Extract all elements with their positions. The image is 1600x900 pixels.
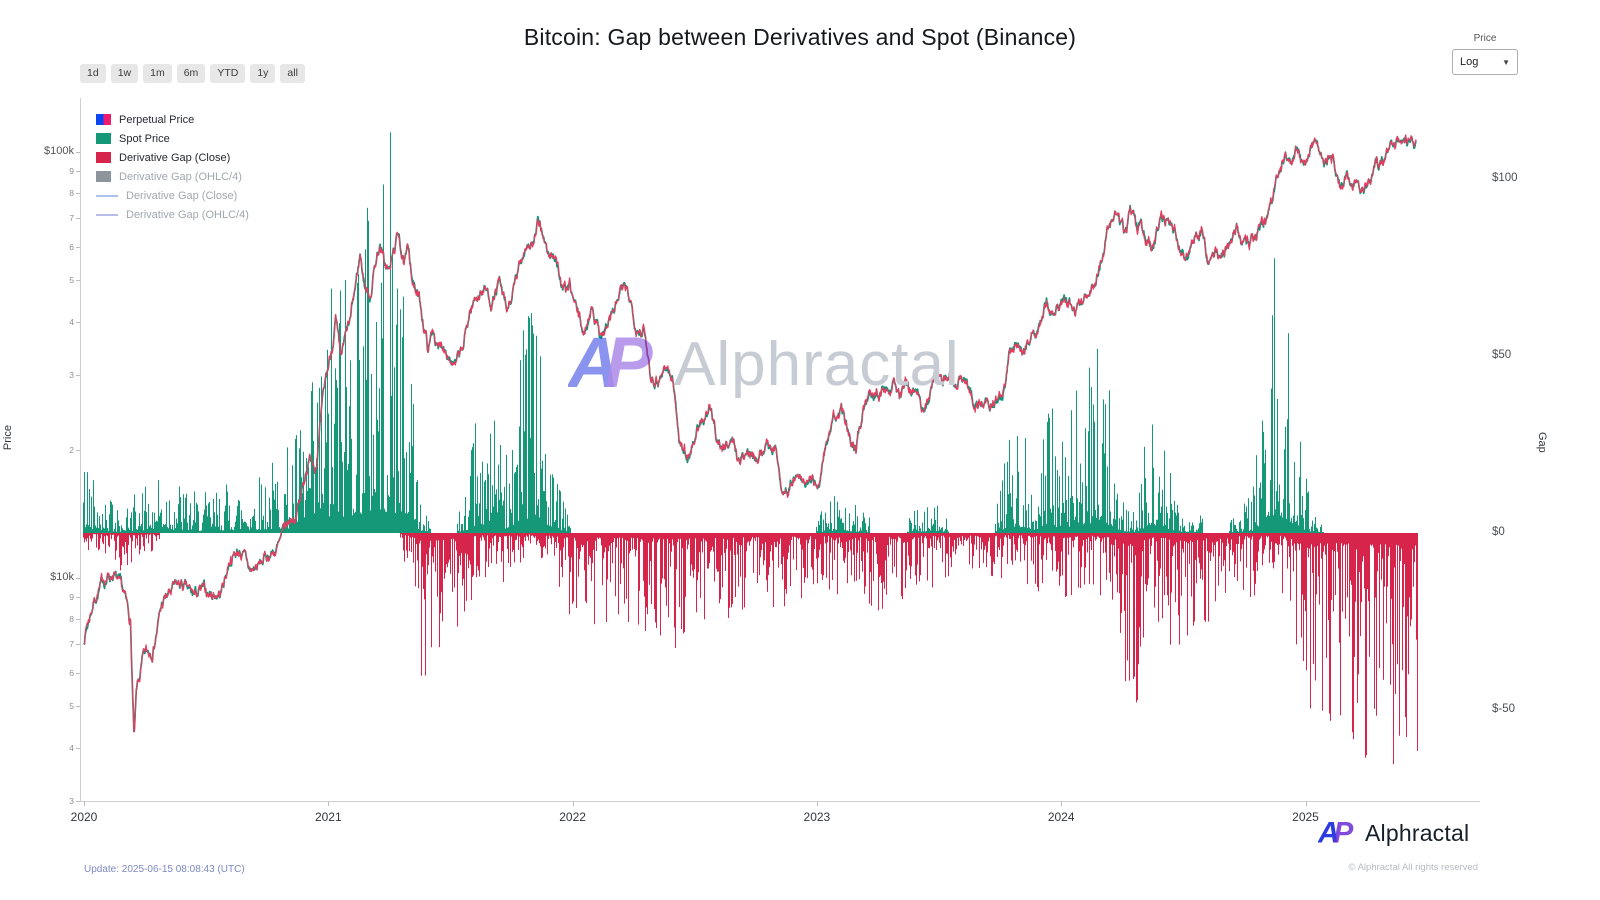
price-axis-tick: 9 [69, 166, 74, 177]
svg-text:P: P [1333, 818, 1353, 848]
year-axis-tick: 2020 [70, 810, 98, 824]
legend-line-swatch [96, 194, 118, 197]
legend-square-swatch [96, 152, 111, 163]
range-buttons: 1d 1w 1m 6m YTD 1y all [80, 64, 305, 83]
legend-label: Perpetual Price [119, 113, 195, 126]
left-axis-title: Price [2, 425, 14, 451]
price-axis-tick: 3 [69, 369, 74, 380]
legend-square-swatch [96, 171, 111, 182]
legend-label: Spot Price [119, 132, 170, 145]
year-axis-tick: 2025 [1292, 810, 1319, 824]
price-axis-tick: 9 [69, 592, 74, 603]
legend-label: Derivative Gap (Close) [126, 189, 238, 202]
price-axis-tick: 2 [69, 444, 74, 455]
brand-logo: A P Alphractal [1318, 818, 1469, 848]
legend-item-3[interactable]: Derivative Gap (OHLC/4) [96, 167, 249, 186]
gap-axis-tick: $50 [1492, 349, 1512, 361]
price-axis-tick: 8 [69, 188, 74, 199]
legend-square-swatch [96, 133, 111, 144]
price-axis-tick: 6 [69, 241, 74, 252]
range-button-1m[interactable]: 1m [143, 64, 172, 83]
alphractal-logo-icon: A P [1318, 818, 1353, 848]
chart-legend: Perpetual Price Spot Price Derivative Gap … [96, 110, 249, 224]
price-axis-tick: 5 [69, 275, 74, 286]
price-axis-tick: 5 [69, 701, 74, 712]
price-axis-tick: 7 [69, 638, 74, 649]
year-axis-tick: 2022 [559, 810, 586, 824]
price-scale-label: Price [1473, 33, 1497, 44]
range-button-1y[interactable]: 1y [250, 64, 276, 83]
legend-label: Derivative Gap (Close) [119, 151, 231, 164]
year-axis-tick: 2021 [314, 810, 342, 824]
log-scale-select[interactable]: Log ▼ [1452, 49, 1518, 75]
page-title: Bitcoin: Gap between Derivatives and Spo… [523, 24, 1077, 50]
log-scale-value: Log [1460, 56, 1479, 68]
legend-item-1[interactable]: Spot Price [96, 129, 249, 148]
range-button-1w[interactable]: 1w [110, 64, 139, 83]
right-axis-title: Gap [1536, 432, 1548, 453]
svg-text:A: A [1318, 818, 1339, 848]
legend-item-4[interactable]: Derivative Gap (Close) [96, 186, 249, 205]
legend-label: Derivative Gap (OHLC/4) [119, 170, 242, 183]
chevron-down-icon: ▼ [1502, 57, 1510, 67]
price-axis-tick: 6 [69, 667, 74, 678]
gap-axis-tick: $0 [1492, 526, 1505, 538]
year-axis-tick: 2023 [803, 810, 831, 824]
price-axis-tick: 7 [69, 212, 74, 223]
legend-label: Derivative Gap (OHLC/4) [126, 208, 249, 221]
price-axis-tick: 4 [69, 316, 74, 327]
price-scale-control: Price Log ▼ [1452, 33, 1518, 75]
price-axis-tick: 3 [69, 795, 74, 806]
legend-item-2[interactable]: Derivative Gap (Close) [96, 148, 249, 167]
legend-item-5[interactable]: Derivative Gap (OHLC/4) [96, 205, 249, 224]
range-button-ytd[interactable]: YTD [210, 64, 246, 83]
price-axis-tick: 8 [69, 614, 74, 625]
legend-line-swatch [96, 213, 118, 216]
brand-name: Alphractal [1365, 819, 1470, 846]
gap-axis-tick: $-50 [1492, 703, 1516, 715]
range-button-6m[interactable]: 6m [176, 64, 206, 83]
update-timestamp: Update: 2025-06-15 08:08:43 (UTC) [84, 864, 245, 875]
price-axis-tick: 4 [69, 742, 74, 753]
range-button-1d[interactable]: 1d [80, 64, 106, 83]
gap-axis-tick: $100 [1492, 172, 1518, 184]
copyright: © Alphractal All rights reserved [1348, 862, 1478, 873]
price-axis-tick: $100k [44, 145, 74, 157]
legend-item-0[interactable]: Perpetual Price [96, 110, 249, 129]
year-axis-tick: 2024 [1047, 810, 1075, 824]
price-axis-tick: $10k [50, 571, 74, 583]
legend-square-swatch [96, 114, 111, 125]
range-button-all[interactable]: all [280, 64, 305, 83]
